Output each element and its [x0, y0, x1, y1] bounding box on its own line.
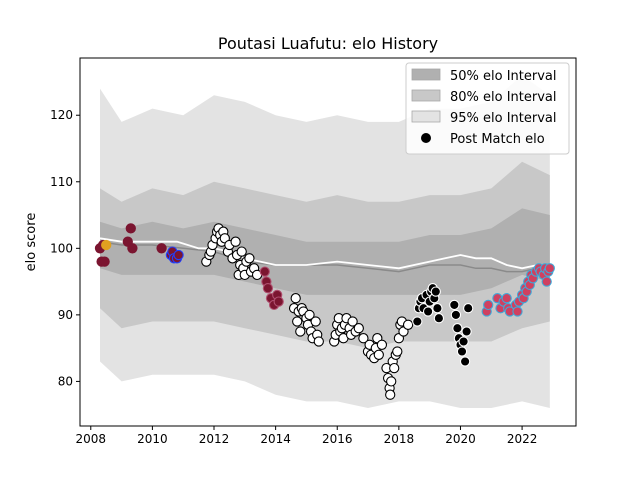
axes-frame — [79, 57, 577, 427]
post-match-elo-point — [310, 316, 321, 327]
post-match-elo-point — [292, 316, 303, 327]
post-match-elo-point — [458, 336, 469, 347]
post-match-elo-point — [512, 306, 523, 317]
post-match-elo-point — [173, 249, 184, 261]
y-axis-label: elo score — [24, 213, 39, 272]
post-match-elo-point — [385, 389, 396, 400]
post-match-elo-point — [353, 323, 364, 334]
post-match-elo-point — [501, 293, 512, 304]
post-match-elo-point — [450, 309, 462, 321]
post-match-elo-point — [433, 313, 445, 324]
post-match-elo-point — [125, 223, 136, 234]
legend-box — [405, 62, 570, 155]
legend-swatch — [411, 110, 441, 123]
median-elo-line — [99, 240, 550, 273]
legend-label: 95% elo Interval — [450, 111, 557, 126]
post-match-elo-point — [347, 316, 358, 327]
y-tick-label: 100 — [50, 241, 73, 255]
post-match-elo-point — [230, 236, 241, 247]
legend-swatch — [411, 89, 441, 102]
post-match-elo-point — [295, 326, 306, 337]
post-match-elo-point — [236, 246, 247, 257]
post-match-elo-point — [432, 303, 443, 314]
expected-elo-line — [99, 237, 550, 270]
x-tick-label: 2022 — [507, 432, 538, 446]
post-match-elo-point — [101, 239, 112, 251]
post-match-elo-point — [461, 326, 472, 337]
x-tick-label: 2018 — [384, 432, 415, 446]
x-tick-label: 2008 — [76, 432, 107, 446]
post-match-elo-point — [262, 283, 274, 294]
post-match-elo-point — [259, 266, 270, 277]
post-match-elo-point — [376, 339, 388, 350]
x-tick-label: 2016 — [322, 432, 353, 446]
y-tick-label: 90 — [58, 308, 73, 322]
post-match-elo-point — [99, 256, 110, 267]
post-match-elo-point — [430, 286, 441, 297]
legend-label: 50% elo Interval — [450, 69, 557, 84]
y-tick-label: 110 — [50, 175, 73, 189]
x-tick-label: 2010 — [137, 432, 168, 446]
plot-area — [94, 75, 555, 409]
legend-label: 80% elo Interval — [450, 90, 557, 105]
y-tick-label: 120 — [50, 108, 73, 122]
post-match-elo-point — [459, 356, 471, 367]
legend-marker — [421, 133, 431, 143]
post-match-elo-point — [373, 349, 384, 360]
legend: 50% elo Interval 80% elo Interval 95% elo … — [405, 62, 570, 155]
post-match-elo-point — [483, 299, 494, 311]
post-match-elo-point — [392, 346, 403, 357]
post-match-elo-point — [273, 296, 284, 307]
x-tick-label: 2012 — [199, 432, 230, 446]
post-match-elo-point — [541, 276, 552, 287]
x-tick-label: 2020 — [445, 432, 476, 446]
post-match-elo-point — [422, 306, 434, 317]
legend-label: Post Match elo — [450, 132, 545, 147]
post-match-elo-point — [358, 333, 369, 344]
y-tick-label: 80 — [58, 374, 73, 388]
post-match-elo-point — [463, 303, 474, 314]
legend-swatch — [411, 68, 441, 81]
post-match-elo-point — [304, 309, 315, 321]
post-match-elo-point — [313, 336, 324, 347]
x-tick-label: 2014 — [260, 432, 291, 446]
post-match-elo-point — [412, 316, 423, 327]
chart-title: Poutasi Luafutu: elo History — [218, 34, 438, 53]
post-match-elo-point — [449, 299, 460, 311]
post-match-elo-point — [456, 346, 468, 357]
post-match-elo-point — [452, 323, 463, 334]
post-match-elo-point — [290, 293, 301, 304]
post-match-elo-point — [389, 362, 400, 374]
post-match-elo-point — [156, 243, 167, 254]
post-match-elo-point — [244, 253, 255, 264]
post-match-elo-point — [544, 263, 555, 274]
post-match-elo-point — [402, 319, 414, 330]
axes: 2008 2010 2012 2014 2016 2018 2020 2022 80 90 100 1… — [50, 108, 537, 446]
post-match-elo-point — [127, 243, 138, 254]
post-match-elo-point — [386, 376, 397, 387]
